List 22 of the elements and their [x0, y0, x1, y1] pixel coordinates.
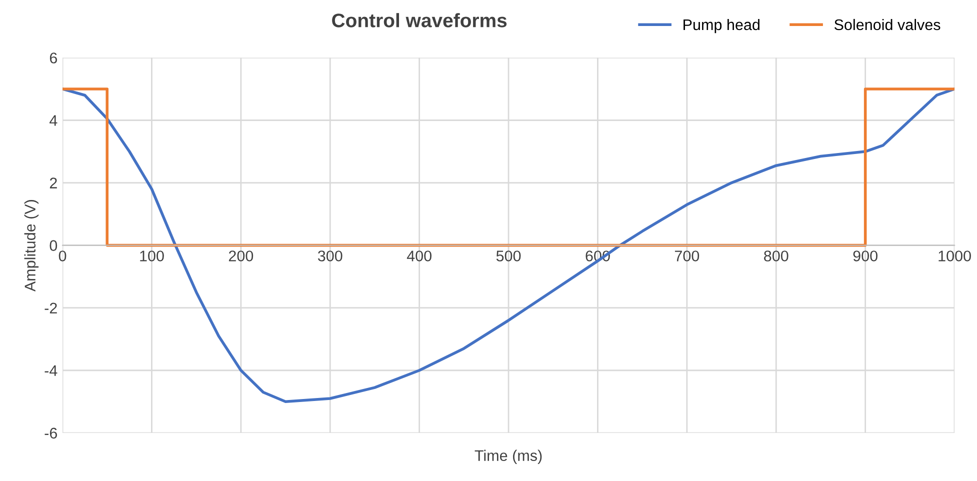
- y-tick-label: -2: [44, 302, 57, 314]
- y-tick-label: 6: [50, 52, 57, 64]
- x-tick-label: 500: [496, 250, 521, 262]
- y-tick-label: 2: [50, 178, 57, 188]
- y-tick-label: 0: [50, 240, 58, 251]
- legend-label: Pump head: [684, 18, 760, 34]
- x-tick-label: 0: [58, 250, 66, 262]
- y-tick-label: 4: [50, 115, 58, 126]
- x-tick-label: 400: [406, 250, 432, 262]
- x-tick-label: 100: [140, 250, 164, 262]
- chart-title: Control waveforms: [332, 13, 507, 28]
- x-tick-label: 1000: [938, 250, 971, 262]
- x-tick-label: 700: [674, 250, 700, 262]
- y-tick-label: -4: [44, 365, 58, 376]
- x-tick-label: 800: [764, 250, 788, 262]
- x-tick-label: 200: [228, 250, 254, 262]
- x-tick-label: 300: [318, 250, 342, 262]
- y-tick-label: -6: [44, 428, 57, 439]
- x-axis-title: Time (ms): [474, 450, 542, 464]
- legend-label: Solenoid valves: [834, 18, 940, 30]
- x-tick-label: 900: [853, 250, 878, 262]
- y-axis-title: Amplitude (V): [24, 200, 39, 292]
